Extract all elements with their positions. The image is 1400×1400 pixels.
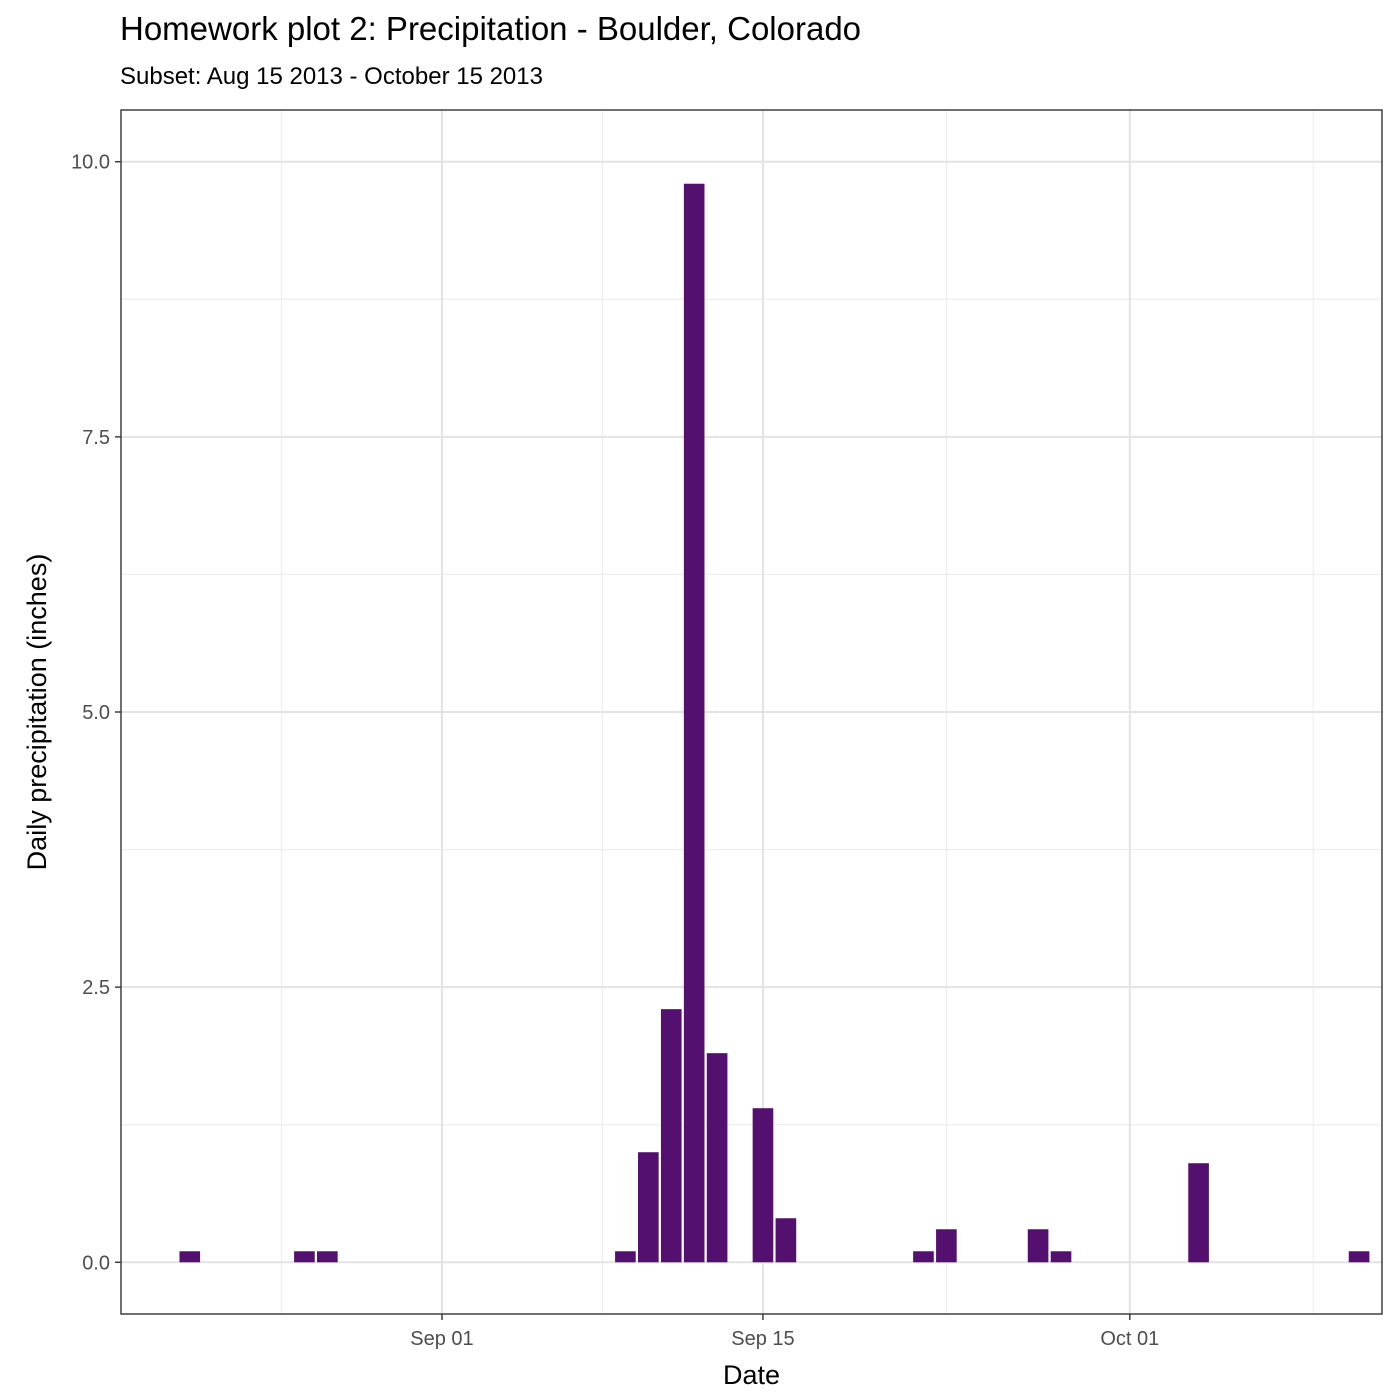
y-tick-label: 7.5 (82, 427, 110, 449)
bar (936, 1229, 957, 1263)
x-tick-label: Sep 01 (410, 1328, 473, 1350)
bar (1050, 1251, 1072, 1263)
bar (706, 1053, 728, 1263)
bar (1348, 1251, 1370, 1263)
axes: 0.0 2.5 5.0 7.5 10.0 Sep 01 Sep 15 Oct 01 (71, 152, 1159, 1350)
y-axis-title: Daily precipitation (inches) (22, 554, 52, 871)
x-tick-label: Sep 15 (731, 1328, 794, 1350)
y-tick-label: 10.0 (71, 152, 110, 174)
bar (752, 1108, 774, 1263)
chart-title: Homework plot 2: Precipitation - Boulder… (120, 10, 862, 47)
y-tick-label: 2.5 (82, 977, 110, 999)
grid-lines (121, 110, 1382, 1314)
bar (179, 1251, 201, 1263)
bar (775, 1218, 797, 1263)
x-axis-title: Date (723, 1360, 780, 1390)
bar (683, 183, 705, 1263)
bar (1188, 1163, 1209, 1263)
y-tick-label: 5.0 (82, 702, 110, 724)
chart-subtitle: Subset: Aug 15 2013 - October 15 2013 (120, 63, 543, 90)
bar (660, 1009, 682, 1263)
bar (294, 1251, 315, 1263)
y-tick-label: 0.0 (82, 1252, 110, 1274)
x-tick-label: Oct 01 (1100, 1328, 1159, 1350)
bar (615, 1251, 636, 1263)
bar (913, 1251, 934, 1263)
bars (179, 183, 1370, 1263)
bar (317, 1251, 338, 1263)
bar (1027, 1229, 1049, 1263)
bar (638, 1152, 659, 1263)
